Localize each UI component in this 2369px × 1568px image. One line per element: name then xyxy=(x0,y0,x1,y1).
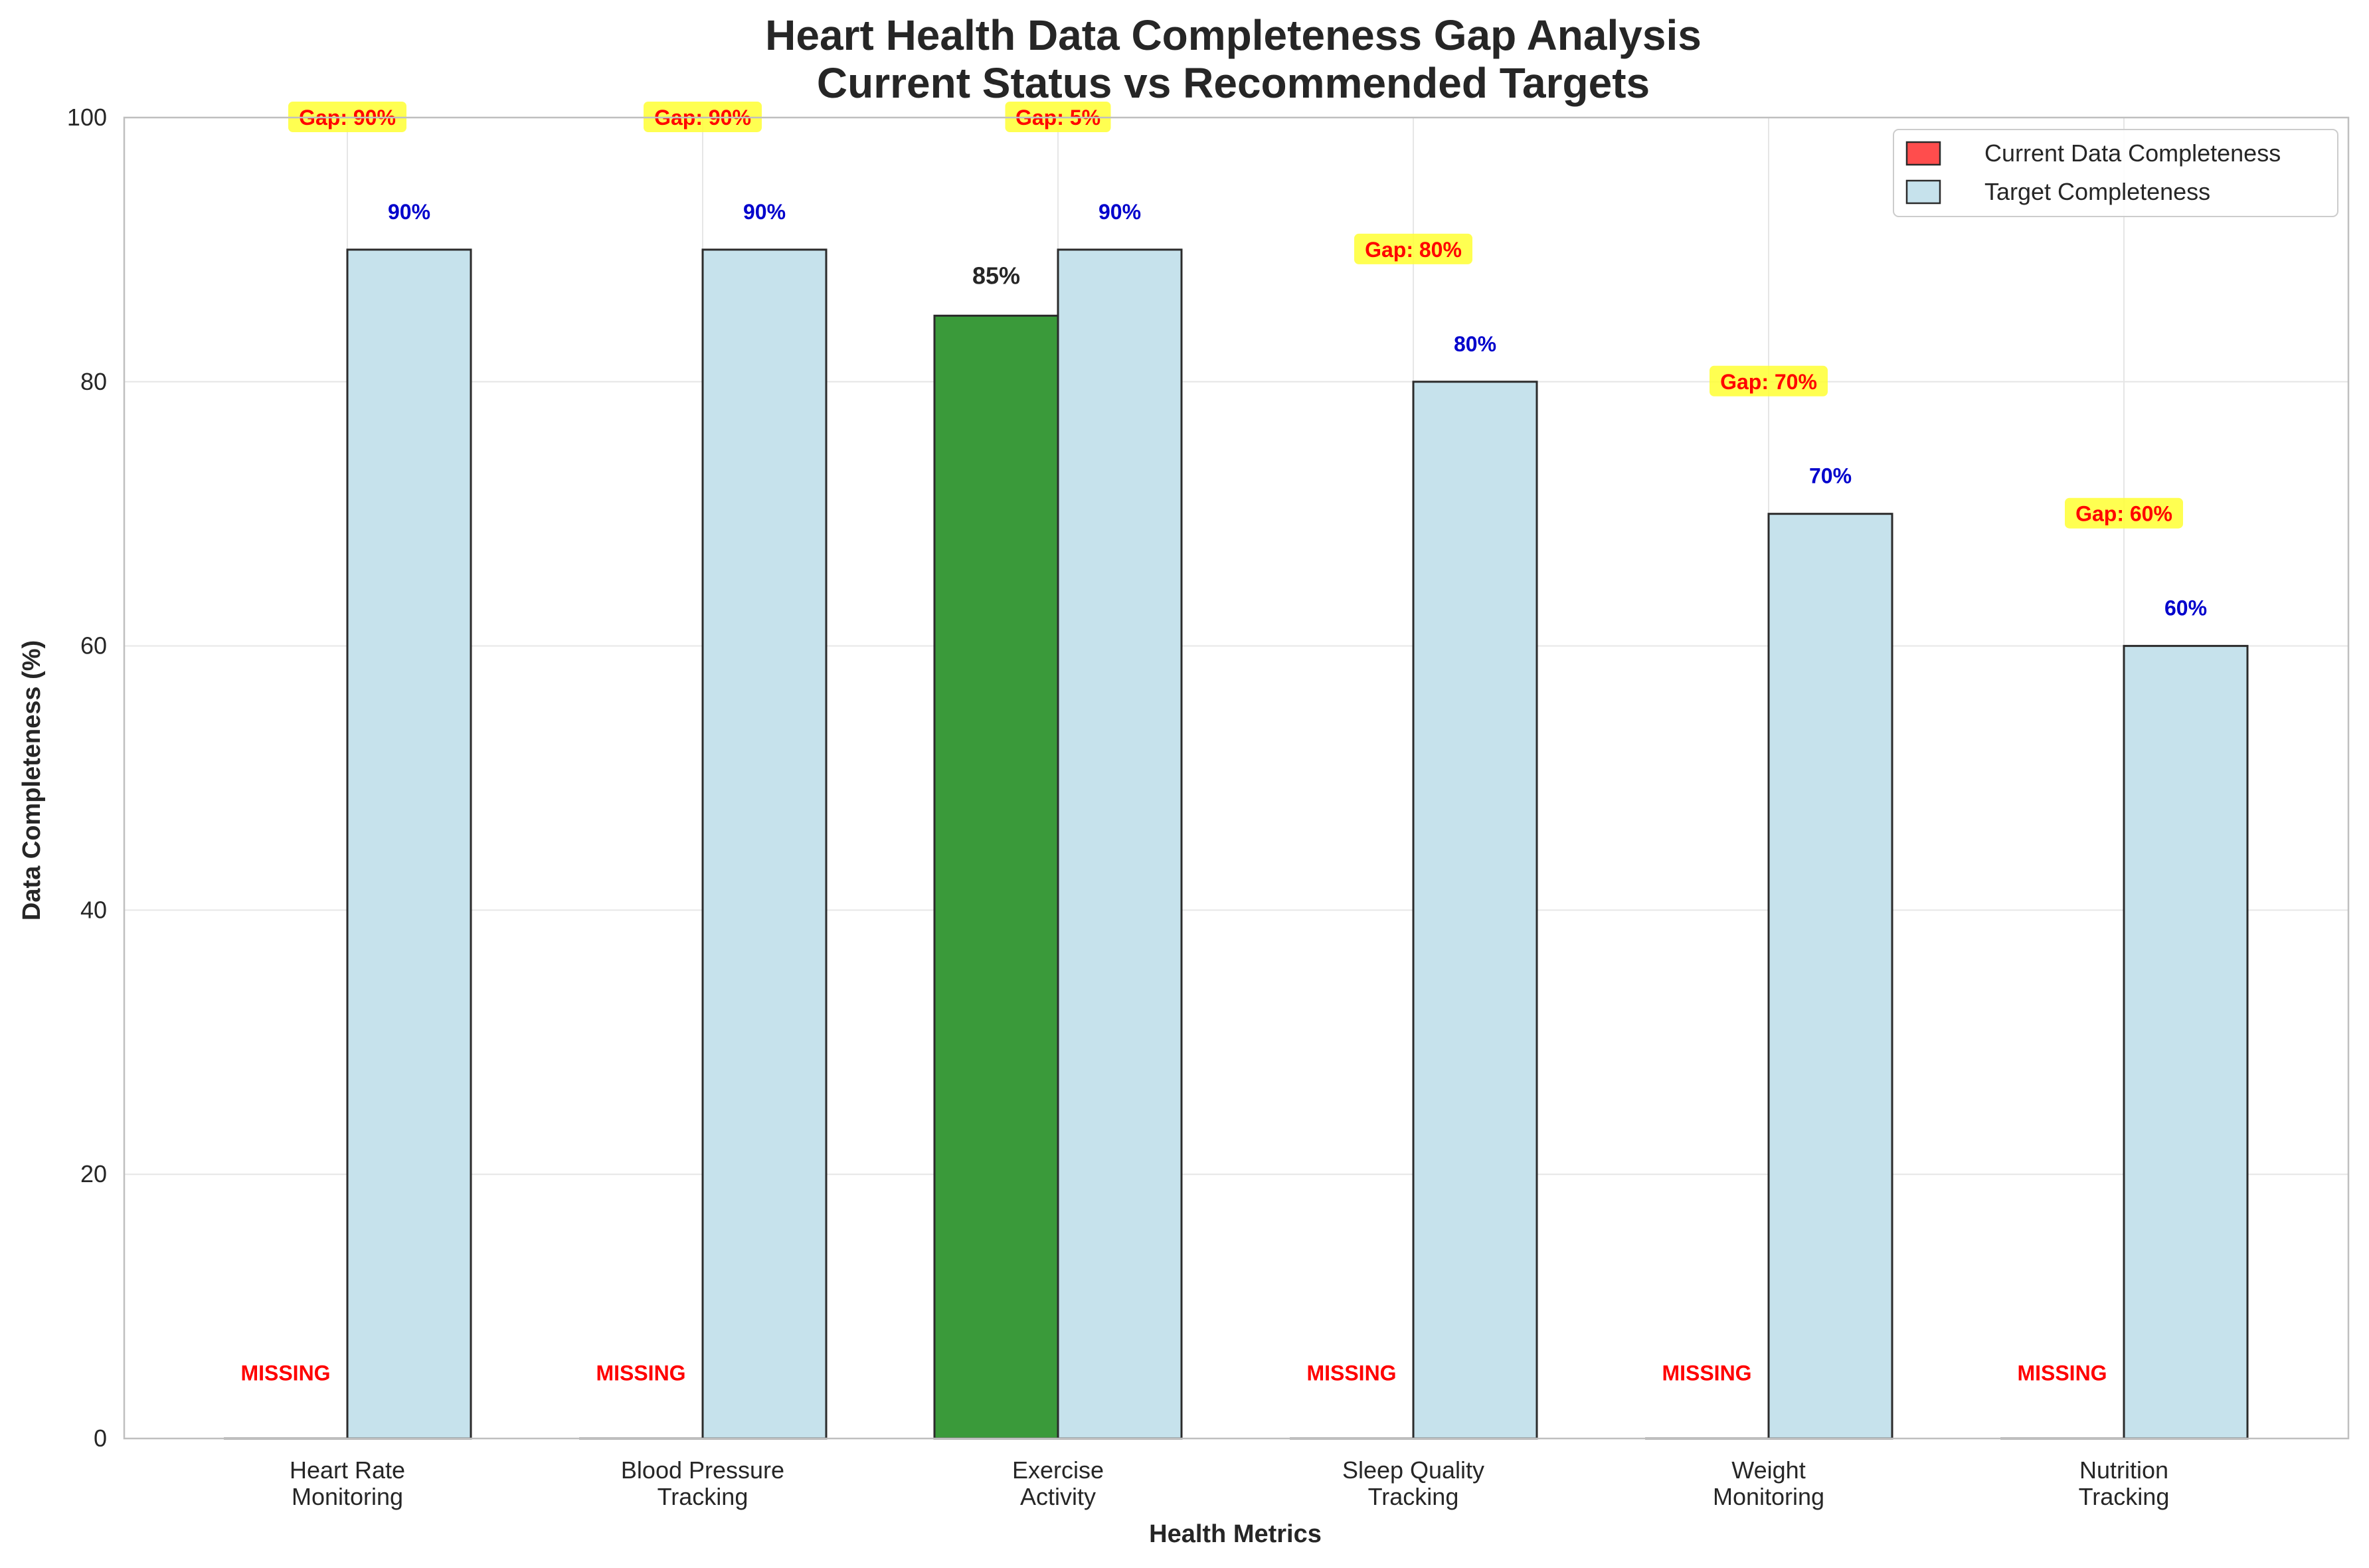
missing-label: MISSING xyxy=(596,1361,685,1385)
missing-label: MISSING xyxy=(2017,1361,2107,1385)
x-tick-label: Monitoring xyxy=(292,1483,403,1510)
bar-target xyxy=(1767,513,1893,1440)
gap-label-box xyxy=(1710,365,1828,396)
x-tick-label: Activity xyxy=(1020,1483,1096,1510)
bars xyxy=(224,248,2249,1440)
chart-title-line-2: Current Status vs Recommended Targets xyxy=(817,59,1650,107)
legend-label-target: Target Completeness xyxy=(1984,178,2210,205)
target-value-label: 90% xyxy=(388,200,430,224)
y-tick-label: 40 xyxy=(80,896,107,923)
gap-label-box xyxy=(1354,233,1472,264)
bar-target xyxy=(701,248,828,1440)
x-tick-label: Weight xyxy=(1731,1456,1805,1484)
bar-target xyxy=(2123,645,2249,1440)
target-value-label: 70% xyxy=(1809,464,1852,488)
bar-target xyxy=(1057,248,1183,1440)
gap-label-box xyxy=(2065,497,2183,529)
target-value-label: 90% xyxy=(1098,200,1141,224)
target-value-label: 60% xyxy=(2164,596,2207,620)
plot-frame xyxy=(123,116,2350,1440)
x-tick-label: Nutrition xyxy=(2079,1456,2168,1484)
y-tick-label: 100 xyxy=(67,104,107,131)
x-tick-label: Tracking xyxy=(658,1483,748,1510)
legend-swatch-target xyxy=(1905,179,1941,205)
gap-label: Gap: 60% xyxy=(2075,502,2172,526)
legend-label-current: Current Data Completeness xyxy=(1984,139,2281,167)
y-tick-label: 0 xyxy=(94,1425,107,1452)
bar-current xyxy=(933,314,1059,1440)
legend: Current Data Completeness Target Complet… xyxy=(1893,129,2338,217)
gap-label: Gap: 80% xyxy=(1365,238,1462,262)
y-tick-label: 20 xyxy=(80,1160,107,1187)
y-axis-label: Data Completeness (%) xyxy=(18,640,46,920)
legend-box xyxy=(1893,129,2338,217)
target-value-label: 90% xyxy=(743,200,786,224)
y-tick-label: 60 xyxy=(80,632,107,659)
x-tick-label: Exercise xyxy=(1012,1456,1104,1484)
chart-title-line-1: Heart Health Data Completeness Gap Analy… xyxy=(765,11,1702,59)
missing-label: MISSING xyxy=(1662,1361,1751,1385)
x-tick-label: Tracking xyxy=(1368,1483,1459,1510)
x-tick-label: Sleep Quality xyxy=(1342,1456,1484,1484)
gap-label: Gap: 70% xyxy=(1720,370,1817,394)
y-tick-label: 80 xyxy=(80,368,107,395)
x-tick-label: Heart Rate xyxy=(290,1456,405,1484)
x-tick-label: Tracking xyxy=(2079,1483,2170,1510)
y-axis-ticks: 0 20 40 60 80 100 xyxy=(67,104,107,1452)
bar-target xyxy=(346,248,472,1440)
bar-target xyxy=(1412,381,1538,1440)
legend-swatch-current xyxy=(1905,141,1941,166)
current-value-label: 85% xyxy=(972,262,1020,289)
missing-label: MISSING xyxy=(1306,1361,1396,1385)
target-value-label: 80% xyxy=(1454,332,1496,356)
x-axis-label: Health Metrics xyxy=(1149,1520,1322,1548)
missing-label: MISSING xyxy=(240,1361,330,1385)
x-tick-label: Blood Pressure xyxy=(621,1456,784,1484)
x-tick-label: Monitoring xyxy=(1713,1483,1824,1510)
